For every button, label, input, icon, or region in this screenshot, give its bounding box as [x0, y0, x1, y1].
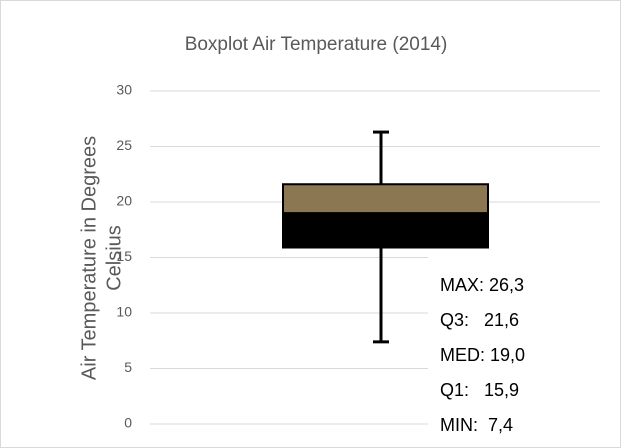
y-tick-label: 30 — [116, 82, 132, 98]
y-tick-label: 20 — [116, 193, 132, 209]
annotation: MIN: 7,4 — [440, 415, 513, 435]
y-tick-label: 25 — [116, 137, 132, 153]
y-tick-label: 15 — [116, 248, 132, 264]
y-axis-label: Celsius — [103, 225, 125, 291]
annotation: MAX: 26,3 — [440, 275, 524, 295]
y-axis-label: Air Temperature in Degrees — [78, 136, 100, 380]
chart-title: Boxplot Air Temperature (2014) — [185, 34, 448, 55]
annotation: MED: 19,0 — [440, 345, 525, 365]
annotation: Q3: 21,6 — [440, 310, 519, 330]
box-upper — [282, 183, 489, 215]
box-lower — [282, 212, 489, 249]
y-tick-label: 5 — [124, 359, 132, 375]
y-tick-label: 0 — [124, 415, 132, 431]
annotation-box — [428, 255, 600, 447]
annotation: Q1: 15,9 — [440, 380, 519, 400]
y-tick-label: 10 — [116, 304, 132, 320]
